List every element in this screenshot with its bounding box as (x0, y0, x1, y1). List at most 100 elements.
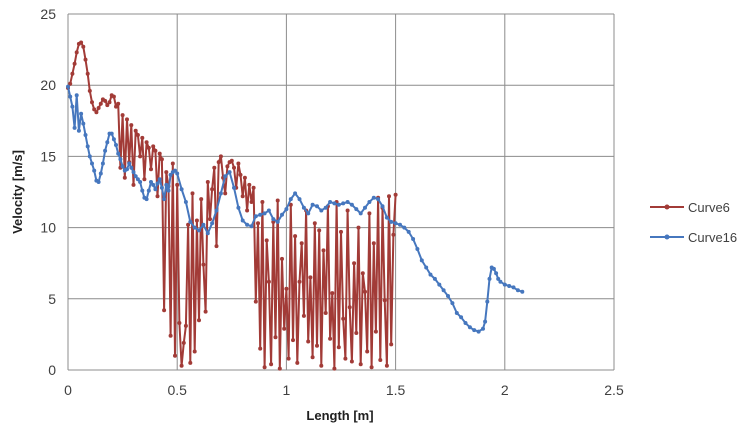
data-point (319, 363, 324, 368)
data-point (194, 218, 199, 223)
data-point (378, 358, 383, 362)
data-point (92, 168, 97, 173)
data-point (146, 188, 151, 193)
data-point (286, 356, 291, 361)
data-point (262, 211, 267, 216)
data-point (92, 107, 97, 112)
legend-label: Curve16 (688, 230, 737, 245)
data-point (336, 345, 341, 350)
data-point (483, 319, 488, 324)
data-point (188, 219, 193, 224)
data-point (269, 362, 274, 367)
data-point (398, 222, 402, 227)
data-point (242, 175, 247, 180)
data-point (66, 84, 70, 89)
data-point (79, 40, 84, 45)
data-point (127, 161, 132, 166)
data-point (111, 94, 116, 99)
data-point (369, 365, 374, 370)
data-point (332, 201, 337, 206)
data-point (345, 208, 350, 213)
data-point (125, 167, 129, 172)
y-tick-label: 25 (40, 6, 56, 22)
data-point (343, 356, 348, 361)
data-point (131, 170, 136, 175)
data-point (389, 219, 394, 224)
data-point (349, 202, 354, 207)
data-point (273, 335, 278, 340)
data-point (341, 316, 346, 321)
data-point (485, 299, 490, 304)
data-point (175, 171, 180, 176)
data-point (476, 329, 481, 334)
data-point (214, 208, 219, 213)
data-point (339, 229, 343, 234)
data-point (354, 207, 359, 212)
series-curve6 (66, 40, 398, 371)
data-point (183, 323, 188, 328)
data-point (481, 326, 485, 331)
data-point (151, 144, 156, 149)
data-point (216, 160, 221, 165)
data-point (116, 151, 121, 156)
y-tick-label: 0 (48, 362, 56, 378)
data-point (367, 211, 372, 216)
data-point (229, 158, 234, 163)
data-point (240, 218, 245, 223)
data-point (494, 271, 499, 276)
data-point (424, 265, 429, 270)
data-point (328, 200, 333, 204)
data-point (293, 234, 298, 239)
data-point (520, 289, 525, 294)
data-point (354, 331, 359, 335)
data-point (210, 221, 215, 226)
data-point (111, 137, 116, 142)
data-point (411, 237, 416, 241)
data-point (87, 154, 92, 159)
data-point (389, 342, 394, 347)
data-point (245, 208, 250, 213)
data-point (186, 222, 191, 227)
data-point (365, 349, 370, 354)
data-point (131, 182, 136, 187)
data-point (68, 94, 73, 99)
data-point (472, 328, 477, 333)
data-point (72, 125, 77, 130)
data-point (159, 157, 164, 162)
data-point (223, 191, 228, 196)
data-point (227, 170, 232, 175)
x-axis-title: Length [m] (306, 408, 373, 423)
data-point (275, 198, 280, 203)
data-point (310, 202, 315, 207)
data-point (306, 339, 311, 344)
data-point (371, 241, 376, 246)
data-point (260, 200, 265, 204)
data-point (181, 340, 186, 345)
data-point (236, 205, 241, 210)
data-point (515, 288, 520, 293)
data-point (208, 217, 212, 222)
data-point (133, 174, 138, 179)
y-tick-label: 20 (40, 77, 56, 93)
x-tick-label: 1 (283, 382, 291, 398)
data-point (360, 271, 365, 276)
data-point (371, 195, 376, 200)
data-point (284, 286, 289, 291)
data-point (352, 261, 357, 266)
data-point (428, 272, 433, 277)
data-point (140, 135, 145, 140)
data-point (68, 81, 73, 86)
data-point (419, 258, 424, 263)
data-point (406, 229, 411, 234)
data-point (463, 321, 468, 325)
data-point (183, 200, 188, 204)
data-point (164, 170, 169, 175)
data-point (74, 93, 79, 98)
x-tick-label: 2 (501, 382, 509, 398)
data-point (175, 182, 180, 187)
data-point (384, 363, 389, 368)
data-point (315, 343, 319, 348)
data-point (157, 151, 162, 156)
data-point (135, 133, 140, 137)
